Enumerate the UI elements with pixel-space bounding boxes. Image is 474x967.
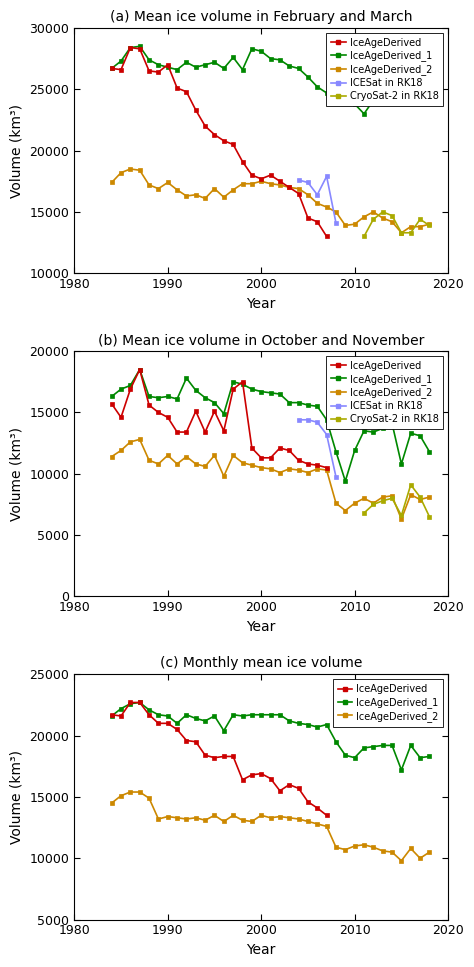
Legend: IceAgeDerived, IceAgeDerived_1, IceAgeDerived_2: IceAgeDerived, IceAgeDerived_1, IceAgeDe… [333,679,443,726]
Y-axis label: Volume (km³): Volume (km³) [10,750,24,844]
X-axis label: Year: Year [246,620,276,633]
Title: (a) Mean ice volume in February and March: (a) Mean ice volume in February and Marc… [110,10,412,24]
X-axis label: Year: Year [246,297,276,310]
Legend: IceAgeDerived, IceAgeDerived_1, IceAgeDerived_2, ICESat in RK18, CryoSat-2 in RK: IceAgeDerived, IceAgeDerived_1, IceAgeDe… [326,33,443,106]
Title: (b) Mean ice volume in October and November: (b) Mean ice volume in October and Novem… [98,334,424,347]
Y-axis label: Volume (km³): Volume (km³) [10,103,24,197]
Y-axis label: Volume (km³): Volume (km³) [10,426,24,521]
X-axis label: Year: Year [246,943,276,957]
Legend: IceAgeDerived, IceAgeDerived_1, IceAgeDerived_2, ICESat in RK18, CryoSat-2 in RK: IceAgeDerived, IceAgeDerived_1, IceAgeDe… [326,356,443,429]
Title: (c) Monthly mean ice volume: (c) Monthly mean ice volume [160,657,363,670]
